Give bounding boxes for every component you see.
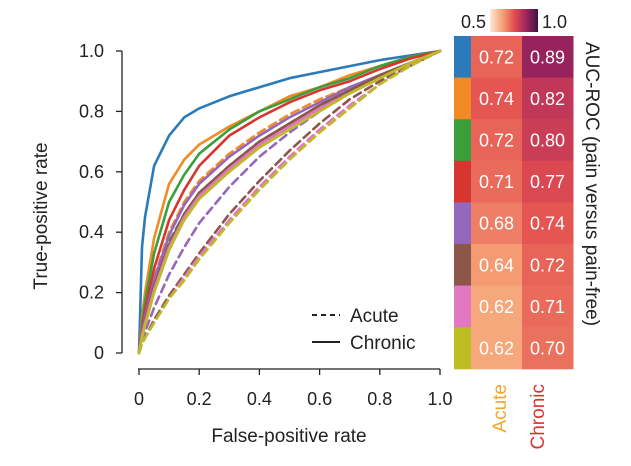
y-tick-label: 0.8 bbox=[79, 101, 104, 121]
heatmap-title: AUC-ROC (pain versus pain-free) bbox=[581, 42, 602, 326]
heat-cell-label: 0.70 bbox=[530, 339, 565, 359]
heat-cell-label: 0.62 bbox=[479, 297, 514, 317]
row-color-swatch bbox=[454, 285, 471, 328]
x-tick-label: 1.0 bbox=[427, 389, 452, 409]
heat-cell bbox=[471, 36, 523, 79]
heat-cells: 0.72 0.89 0.74 0.82 0.72 0.80 0.71 0.77 0.68 0.74… bbox=[471, 36, 574, 370]
heat-cell-label: 0.74 bbox=[530, 214, 565, 234]
heat-cell-label: 0.72 bbox=[479, 47, 514, 67]
heat-cell bbox=[471, 285, 523, 328]
heat-cell-label: 0.89 bbox=[530, 47, 565, 67]
x-ticks: 0 0.2 0.4 0.6 0.8 1.0 bbox=[134, 369, 453, 409]
heat-cell-label: 0.80 bbox=[530, 131, 565, 151]
heat-cell bbox=[471, 244, 523, 287]
x-tick-label: 0.6 bbox=[307, 389, 332, 409]
colorbar-min-label: 0.5 bbox=[461, 12, 486, 32]
heat-cell bbox=[471, 77, 523, 120]
heat-cell bbox=[471, 160, 523, 203]
roc-series-acute-8 bbox=[137, 49, 442, 355]
heat-cell bbox=[471, 202, 523, 245]
row-color-swatch bbox=[454, 77, 471, 120]
legend-chronic-label: Chronic bbox=[350, 333, 415, 354]
heat-cell bbox=[522, 77, 574, 120]
y-tick-label: 0.2 bbox=[79, 283, 104, 303]
y-axis-label: True-positive rate bbox=[31, 142, 52, 289]
heat-cell bbox=[522, 285, 574, 328]
heat-cell bbox=[471, 119, 523, 162]
roc-series-chronic-1 bbox=[137, 49, 442, 355]
colorbar-max-label: 1.0 bbox=[542, 12, 567, 32]
y-tick-label: 0.4 bbox=[79, 222, 104, 242]
heat-cell-label: 0.82 bbox=[530, 89, 565, 109]
row-color-swatch bbox=[454, 36, 471, 79]
x-tick-label: 0 bbox=[134, 389, 144, 409]
y-tick-label: 0 bbox=[94, 343, 104, 363]
heat-cell bbox=[522, 202, 574, 245]
legend-acute-label: Acute bbox=[350, 306, 399, 327]
y-tick-label: 1.0 bbox=[79, 41, 104, 61]
row-swatches bbox=[454, 36, 471, 370]
roc-series-chronic-3 bbox=[137, 49, 442, 355]
heat-cell bbox=[522, 119, 574, 162]
roc-series-chronic-8 bbox=[137, 49, 442, 355]
x-tick-label: 0.4 bbox=[247, 389, 272, 409]
row-color-swatch bbox=[454, 119, 471, 162]
heat-cell bbox=[522, 36, 574, 79]
legend: Acute Chronic bbox=[312, 306, 415, 354]
heat-cell-label: 0.71 bbox=[530, 297, 565, 317]
colorbar bbox=[490, 9, 538, 32]
row-color-swatch bbox=[454, 160, 471, 203]
heat-cell bbox=[522, 244, 574, 287]
heat-cell bbox=[522, 160, 574, 203]
roc-series-chronic-4 bbox=[137, 49, 442, 355]
heat-cell bbox=[522, 327, 574, 370]
heat-cell-label: 0.72 bbox=[479, 131, 514, 151]
roc-plot: 0 0.2 0.4 0.6 0.8 1.0 0 0.2 0.4 0.6 0.8 1.0 False-… bbox=[31, 41, 453, 447]
heat-cell-label: 0.72 bbox=[530, 255, 565, 275]
row-color-swatch bbox=[454, 327, 471, 370]
column-label-chronic: Chronic bbox=[528, 384, 549, 449]
heat-cell-label: 0.77 bbox=[530, 172, 565, 192]
row-color-swatch bbox=[454, 244, 471, 287]
heat-cell-label: 0.74 bbox=[479, 89, 514, 109]
heat-cell-label: 0.64 bbox=[479, 255, 514, 275]
y-tick-label: 0.6 bbox=[79, 162, 104, 182]
x-tick-label: 0.2 bbox=[187, 389, 212, 409]
heat-cell-label: 0.71 bbox=[479, 172, 514, 192]
auc-heatmap: 0.5 1.0 0.72 0.89 0.74 0.82 0.72 0.80 0.71 0.77… bbox=[454, 9, 602, 449]
row-color-swatch bbox=[454, 202, 471, 245]
heat-cell-label: 0.68 bbox=[479, 214, 514, 234]
x-axis-label: False-positive rate bbox=[211, 426, 366, 447]
column-label-acute: Acute bbox=[490, 384, 511, 433]
roc-series-acute-6 bbox=[137, 49, 442, 355]
heat-cell-label: 0.62 bbox=[479, 339, 514, 359]
x-tick-label: 0.8 bbox=[367, 389, 392, 409]
y-ticks: 0 0.2 0.4 0.6 0.8 1.0 bbox=[79, 41, 122, 363]
heat-cell bbox=[471, 327, 523, 370]
series-layer bbox=[137, 49, 442, 355]
